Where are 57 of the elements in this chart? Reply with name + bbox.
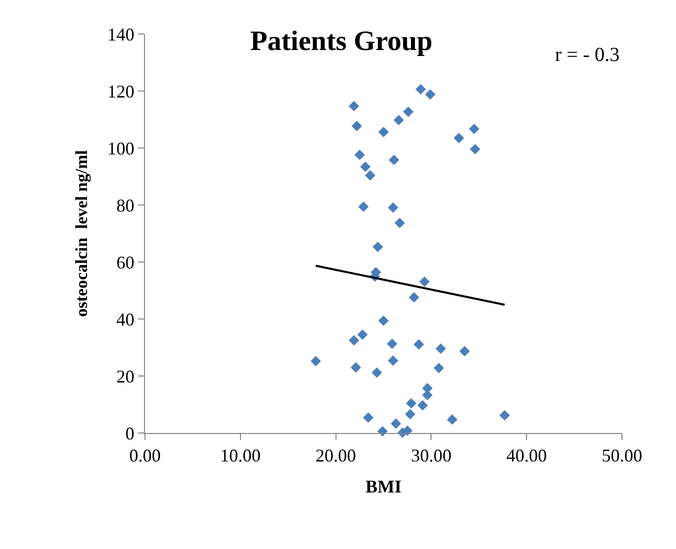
point	[310, 356, 321, 366]
x-tick-label: 10.00	[220, 446, 261, 466]
point	[405, 408, 416, 420]
y-tick-label: 120	[107, 81, 134, 102]
point	[358, 202, 369, 212]
point	[364, 170, 376, 181]
x-axis-title: BMI	[366, 476, 402, 497]
point	[403, 106, 414, 118]
point	[348, 100, 360, 112]
y-tick-label: 60	[116, 252, 134, 272]
chart-title: Patients Group	[250, 26, 433, 57]
y-tick-label: 140	[107, 24, 134, 44]
point	[394, 218, 405, 228]
point	[357, 329, 368, 340]
x-tick-label: 40.00	[506, 446, 547, 466]
point	[372, 367, 382, 378]
point	[363, 412, 374, 423]
point	[388, 202, 398, 213]
y-tick-label: 0	[125, 423, 134, 444]
y-tick-label: 100	[107, 138, 134, 158]
x-tick-label: 30.00	[410, 446, 452, 466]
point	[416, 84, 426, 94]
x-tick-label: 20.00	[316, 446, 356, 466]
point	[348, 335, 360, 346]
y-tick-label: 20	[116, 366, 134, 386]
point	[394, 114, 404, 126]
point	[419, 276, 430, 287]
x-tick-label: 50.00	[602, 446, 642, 466]
point	[388, 355, 398, 366]
point	[378, 316, 389, 326]
point	[388, 154, 400, 166]
point	[352, 120, 362, 132]
point	[454, 132, 464, 144]
point	[378, 126, 389, 138]
point	[372, 242, 383, 252]
point	[468, 124, 480, 134]
point	[354, 150, 365, 160]
point	[499, 410, 510, 421]
point	[446, 414, 458, 425]
point	[414, 339, 424, 350]
y-tick-label: 40	[116, 309, 134, 330]
point	[390, 418, 402, 429]
point	[360, 162, 371, 172]
point	[459, 346, 470, 356]
y-axis-title: osteocalcin level ng/ml	[72, 150, 91, 317]
point	[434, 362, 444, 374]
point	[425, 89, 436, 100]
annotation: r = - 0.3	[555, 44, 620, 66]
point	[350, 362, 362, 373]
point	[406, 398, 416, 409]
point	[386, 338, 398, 349]
point	[417, 400, 428, 411]
point	[408, 292, 420, 303]
point	[436, 343, 446, 354]
x-tick-label: 0.00	[129, 446, 161, 466]
y-tick-label: 80	[116, 195, 134, 216]
point	[470, 144, 480, 154]
